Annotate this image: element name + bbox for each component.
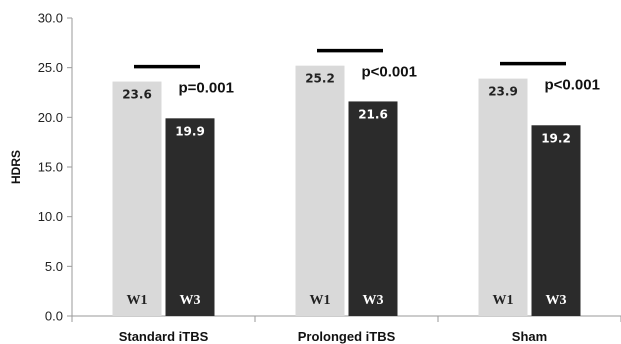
bar-week-label: W3 — [180, 293, 201, 308]
bar — [531, 125, 581, 316]
y-tick-label: 10.0 — [38, 209, 63, 224]
x-category-label: Prolonged iTBS — [298, 329, 396, 344]
y-tick-label: 15.0 — [38, 160, 63, 175]
y-tick-label: 20.0 — [38, 110, 63, 125]
bar — [112, 81, 162, 316]
annotations-group: p=0.001 p<0.001 p<0.001 — [134, 48, 600, 97]
bar — [348, 101, 398, 316]
bar — [295, 65, 345, 317]
bar — [478, 78, 528, 317]
y-axis-title: HDRS — [9, 150, 23, 184]
bar-value-label: 23.6 — [122, 88, 152, 102]
bar-week-label: W1 — [127, 293, 148, 308]
y-tick-label: 5.0 — [45, 259, 63, 274]
x-axis: Standard iTBS Prolonged iTBS Sham — [71, 315, 621, 344]
bar-value-label: 19.9 — [175, 124, 205, 138]
bar-value-label: 21.6 — [358, 107, 388, 121]
x-category-label: Sham — [512, 329, 547, 344]
y-axis: 0.0 5.0 10.0 15.0 20.0 25.0 30.0 — [38, 11, 73, 324]
bar-week-label: W3 — [546, 293, 567, 308]
bar-value-label: 25.2 — [305, 72, 335, 86]
bar-week-label: W1 — [310, 293, 331, 308]
x-category-label: Standard iTBS — [119, 329, 209, 344]
bar-value-label: 19.2 — [541, 131, 571, 145]
bar — [165, 118, 215, 317]
y-tick-label: 30.0 — [38, 11, 63, 26]
p-value-label: p<0.001 — [362, 64, 417, 81]
bars-group: 23.6 W1 19.9 W3 25.2 W1 21.6 W3 23.9 W1 19.2 W3 — [112, 65, 581, 317]
bar-value-label: 23.9 — [488, 85, 518, 99]
bar-week-label: W3 — [363, 293, 384, 308]
y-tick-label: 0.0 — [45, 309, 63, 324]
bar-week-label: W1 — [493, 293, 514, 308]
y-tick-label: 25.0 — [38, 60, 63, 75]
p-value-label: p=0.001 — [179, 80, 234, 97]
p-value-label: p<0.001 — [545, 77, 600, 94]
